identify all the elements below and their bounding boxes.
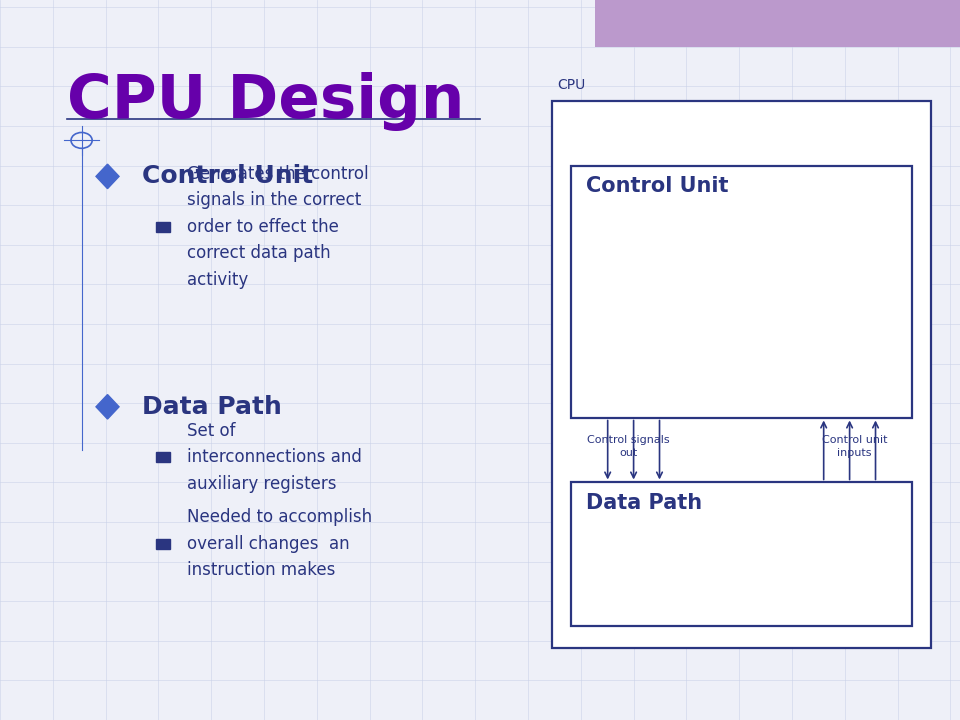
Polygon shape [156, 222, 170, 232]
Text: CPU Design: CPU Design [67, 72, 465, 131]
Polygon shape [156, 539, 170, 549]
Polygon shape [96, 164, 119, 189]
Polygon shape [156, 452, 170, 462]
Text: Set of
interconnections and
auxiliary registers: Set of interconnections and auxiliary re… [187, 422, 362, 492]
Bar [571, 166, 912, 418]
Bar [552, 101, 931, 648]
Text: Control Unit: Control Unit [586, 176, 728, 197]
Text: Control Unit: Control Unit [142, 164, 313, 189]
Text: Needed to accomplish
overall changes  an
instruction makes: Needed to accomplish overall changes an … [187, 508, 372, 579]
Text: Data Path: Data Path [142, 395, 282, 419]
Text: Control unit
inputs: Control unit inputs [822, 435, 887, 458]
Text: Control signals
out: Control signals out [588, 435, 670, 458]
Text: Generates the control
signals in the correct
order to effect the
correct data pa: Generates the control signals in the cor… [187, 165, 369, 289]
Polygon shape [96, 395, 119, 419]
Text: Data Path: Data Path [586, 493, 702, 513]
Bar [595, 0, 960, 47]
Bar [571, 482, 912, 626]
Text: CPU: CPU [557, 78, 585, 92]
